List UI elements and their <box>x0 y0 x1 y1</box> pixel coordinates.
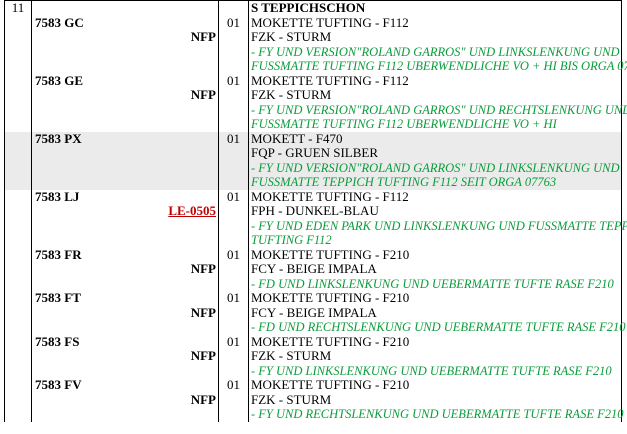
note-line: - FD UND LINKSLENKUNG UND UEBERMATTE TUF… <box>251 276 614 291</box>
nfp-flag: NFP <box>190 87 216 102</box>
note-line: - FY UND VERSION"ROLAND GARROS" UND LINK… <box>251 160 620 175</box>
part-code: 7583 GE <box>35 72 84 88</box>
part-code: 7583 FT <box>35 290 81 305</box>
table-row: 7583 FT NFP 01 MOKETTE TUFTING - F210 FC… <box>4 290 626 335</box>
note-line: - FY UND RECHTSLENKUNG UND UEBERMATTE TU… <box>251 407 624 421</box>
description-line: MOKETTE TUFTING - F210 <box>251 377 410 392</box>
description-line: FPH - DUNKEL-BLAU <box>251 203 379 218</box>
note-line: - FD UND RECHTSLENKUNG UND UEBERMATTE TU… <box>251 320 626 334</box>
description-line: MOKETTE TUFTING - F210 <box>251 290 410 305</box>
description-line: MOKETTE TUFTING - F210 <box>251 246 410 262</box>
note-line: - FY UND EDEN PARK UND LINKSLENKUNG UND … <box>251 218 627 233</box>
description-line: MOKETTE TUFTING - F112 <box>251 188 409 204</box>
quantity: 01 <box>227 246 240 262</box>
note-line: FUSSMATTE TUFTING F112 UBERWENDLICHE VO … <box>251 59 627 73</box>
note-line: TUFTING F112 <box>251 233 332 247</box>
note-line: FUSSMATTE TUFTING F112 UBERWENDLICHE VO … <box>251 117 557 131</box>
quantity: 01 <box>227 14 240 30</box>
description-line: FCY - BEIGE IMPALA <box>251 304 377 320</box>
quantity: 01 <box>227 333 240 349</box>
note-line: - FY UND VERSION"ROLAND GARROS" UND LINK… <box>251 44 620 59</box>
part-code: 7583 FV <box>35 377 82 392</box>
table-row: 7583 GC NFP 01 MOKETTE TUFTING - F112 FZ… <box>4 14 627 74</box>
quantity: 01 <box>227 72 240 88</box>
description-line: MOKETTE TUFTING - F210 <box>251 333 410 349</box>
description-line: FZK - STURM <box>251 87 332 102</box>
table-row: 7583 FV NFP 01 MOKETTE TUFTING - F210 FZ… <box>4 377 624 422</box>
part-code: 7583 LJ <box>35 188 80 204</box>
footnote-link[interactable]: LE-0505 <box>168 203 216 218</box>
note-line: - FY UND VERSION"ROLAND GARROS" UND RECH… <box>251 102 627 117</box>
description-line: FCY - BEIGE IMPALA <box>251 261 377 276</box>
section-header-row: 11 S TEPPICHSCHON <box>4 0 622 16</box>
description-line: MOKETT - F470 <box>251 130 343 146</box>
note-line: - FY UND LINKSLENKUNG UND UEBERMATTE TUF… <box>251 363 612 378</box>
parts-table: 11 S TEPPICHSCHON 7583 GC NFP 01 MOK <box>4 0 627 422</box>
nfp-flag: NFP <box>190 29 216 44</box>
group-number: 11 <box>11 0 25 15</box>
part-code: 7583 PX <box>35 130 82 146</box>
part-code: 7583 FS <box>35 333 80 349</box>
table-row: 7583 FS NFP 01 MOKETTE TUFTING - F210 FZ… <box>4 333 622 378</box>
nfp-flag: NFP <box>190 348 216 363</box>
description-line: FZK - STURM <box>251 391 332 407</box>
description-line: MOKETTE TUFTING - F112 <box>251 14 409 30</box>
table-row: 7583 FR NFP 01 MOKETTE TUFTING - F210 FC… <box>4 246 622 291</box>
section-header: S TEPPICHSCHON <box>251 0 366 15</box>
quantity: 01 <box>227 130 240 146</box>
table-row-highlighted: 7583 PX 01 MOKETT - F470 FQP - GRUEN SIL… <box>4 130 622 190</box>
quantity: 01 <box>227 188 240 204</box>
description-line: FQP - GRUEN SILBER <box>251 145 379 160</box>
part-code: 7583 GC <box>35 14 84 30</box>
description-line: FZK - STURM <box>251 29 332 44</box>
nfp-flag: NFP <box>190 304 216 320</box>
note-line: FUSSMATTE TEPPICH TUFTING F112 SEIT ORGA… <box>251 175 557 189</box>
part-code: 7583 FR <box>35 246 82 262</box>
description-line: FZK - STURM <box>251 348 332 363</box>
nfp-flag: NFP <box>190 261 216 276</box>
quantity: 01 <box>227 290 240 305</box>
table-row: 7583 LJ LE-0505 01 MOKETTE TUFTING - F11… <box>4 188 627 248</box>
nfp-flag: NFP <box>190 391 216 407</box>
description-line: MOKETTE TUFTING - F112 <box>251 72 409 88</box>
quantity: 01 <box>227 377 240 392</box>
table-row: 7583 GE NFP 01 MOKETTE TUFTING - F112 FZ… <box>4 72 627 132</box>
